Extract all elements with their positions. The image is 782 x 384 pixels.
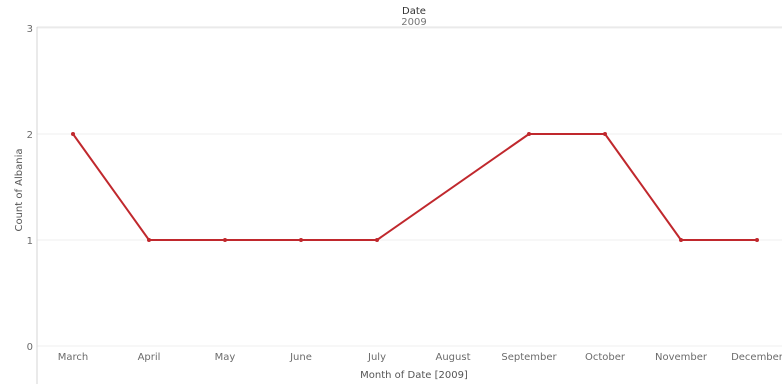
data-point [375, 238, 379, 242]
y-tick-label: 1 [27, 236, 33, 247]
data-point [755, 238, 759, 242]
data-point [527, 132, 531, 136]
x-tick-label: December [731, 352, 782, 363]
column-header: Date [402, 6, 426, 17]
y-tick-labels: 0 1 2 3 [27, 24, 33, 353]
x-tick-label: March [58, 352, 88, 363]
x-tick-label: November [655, 352, 708, 363]
series-line [72, 133, 757, 241]
y-tick-label: 2 [27, 130, 33, 141]
x-axis-title: Month of Date [2009] [360, 370, 468, 381]
data-point [147, 238, 151, 242]
y-axis-title: Count of Albania [14, 148, 25, 231]
x-tick-label: August [436, 352, 471, 363]
series-layer [71, 132, 759, 242]
x-tick-labels: March April May June July August September Octo… [58, 352, 782, 363]
data-point [223, 238, 227, 242]
data-point [679, 238, 683, 242]
y-tick-label: 3 [27, 24, 33, 35]
x-tick-label: October [585, 352, 626, 363]
x-tick-label: April [138, 352, 161, 363]
data-point [603, 132, 607, 136]
gridlines [37, 27, 782, 347]
data-point [299, 238, 303, 242]
x-tick-label: July [367, 352, 386, 363]
x-tick-label: September [501, 352, 557, 363]
x-tick-label: June [289, 352, 312, 363]
data-point [71, 132, 75, 136]
x-tick-label: May [215, 352, 236, 363]
column-subheader: 2009 [401, 17, 426, 28]
y-tick-label: 0 [27, 342, 33, 353]
